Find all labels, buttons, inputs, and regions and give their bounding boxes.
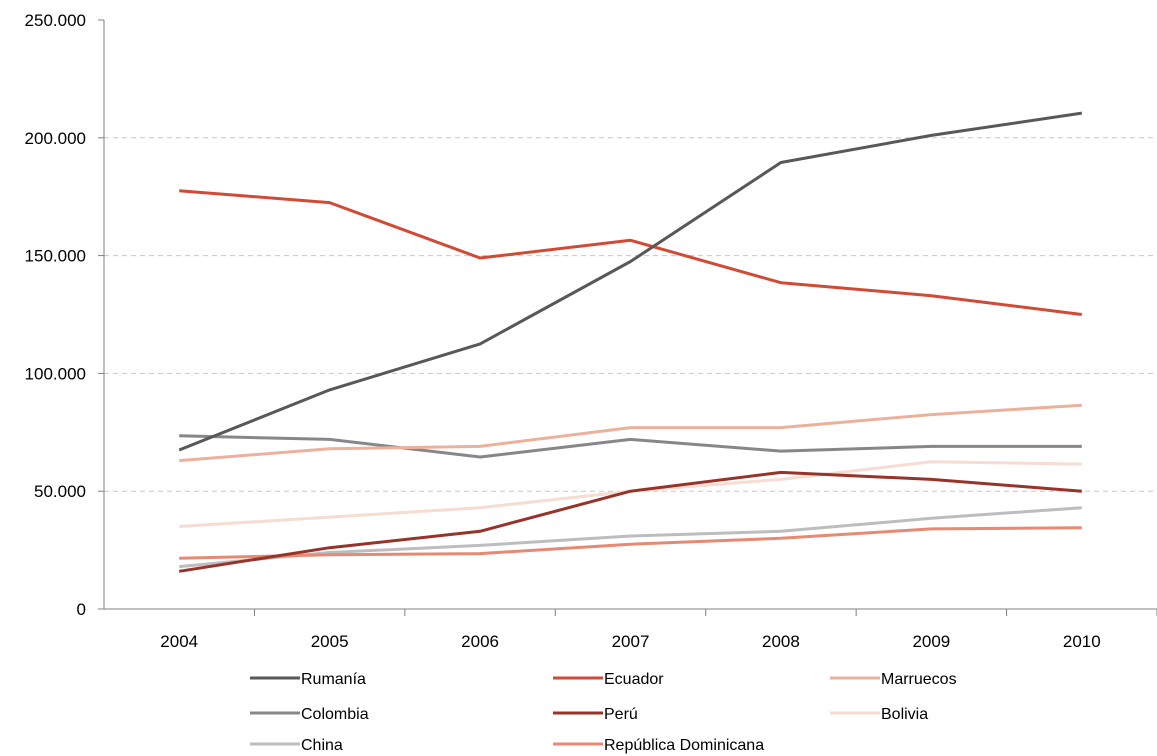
x-tick-label: 2007 <box>612 632 650 651</box>
legend-label: Colombia <box>301 706 369 723</box>
legend-label: China <box>301 737 343 754</box>
legend-label: Ecuador <box>604 671 664 688</box>
y-tick-label: 100.000 <box>25 364 86 383</box>
x-tick-label: 2006 <box>461 632 499 651</box>
x-tick-label: 2008 <box>762 632 800 651</box>
y-tick-label: 200.000 <box>25 129 86 148</box>
series-line <box>179 189 1082 316</box>
legend-label: Perú <box>604 706 638 723</box>
axes <box>103 20 1157 610</box>
x-tick-label: 2004 <box>160 632 198 651</box>
x-tick-label: 2009 <box>912 632 950 651</box>
y-axis-ticks: 0 50.000 100.000 150.000 200.000 250.000 <box>25 11 104 619</box>
legend-label: República Dominicana <box>604 737 764 754</box>
series-line <box>178 111 1083 452</box>
x-tick-label: 2010 <box>1063 632 1101 651</box>
series-line <box>179 506 1082 569</box>
y-tick-label: 150.000 <box>25 247 86 266</box>
legend: Rumanía Ecuador Marruecos Colombia Perú Boliv… <box>250 671 957 754</box>
legend-label: Marruecos <box>881 671 957 688</box>
series-line <box>179 403 1082 463</box>
y-tick-label: 250.000 <box>25 11 86 30</box>
legend-label: Rumanía <box>301 671 366 688</box>
series-line <box>178 470 1082 573</box>
series-line <box>179 526 1082 560</box>
x-tick-label: 2005 <box>311 632 349 651</box>
legend-label: Bolivia <box>881 706 928 723</box>
x-axis-ticks: 2004 2005 2006 2007 2008 2009 2010 <box>160 609 1157 651</box>
y-tick-label: 50.000 <box>34 482 86 501</box>
y-tick-label: 0 <box>77 600 86 619</box>
series-line <box>179 434 1082 459</box>
series-lines <box>178 111 1083 573</box>
